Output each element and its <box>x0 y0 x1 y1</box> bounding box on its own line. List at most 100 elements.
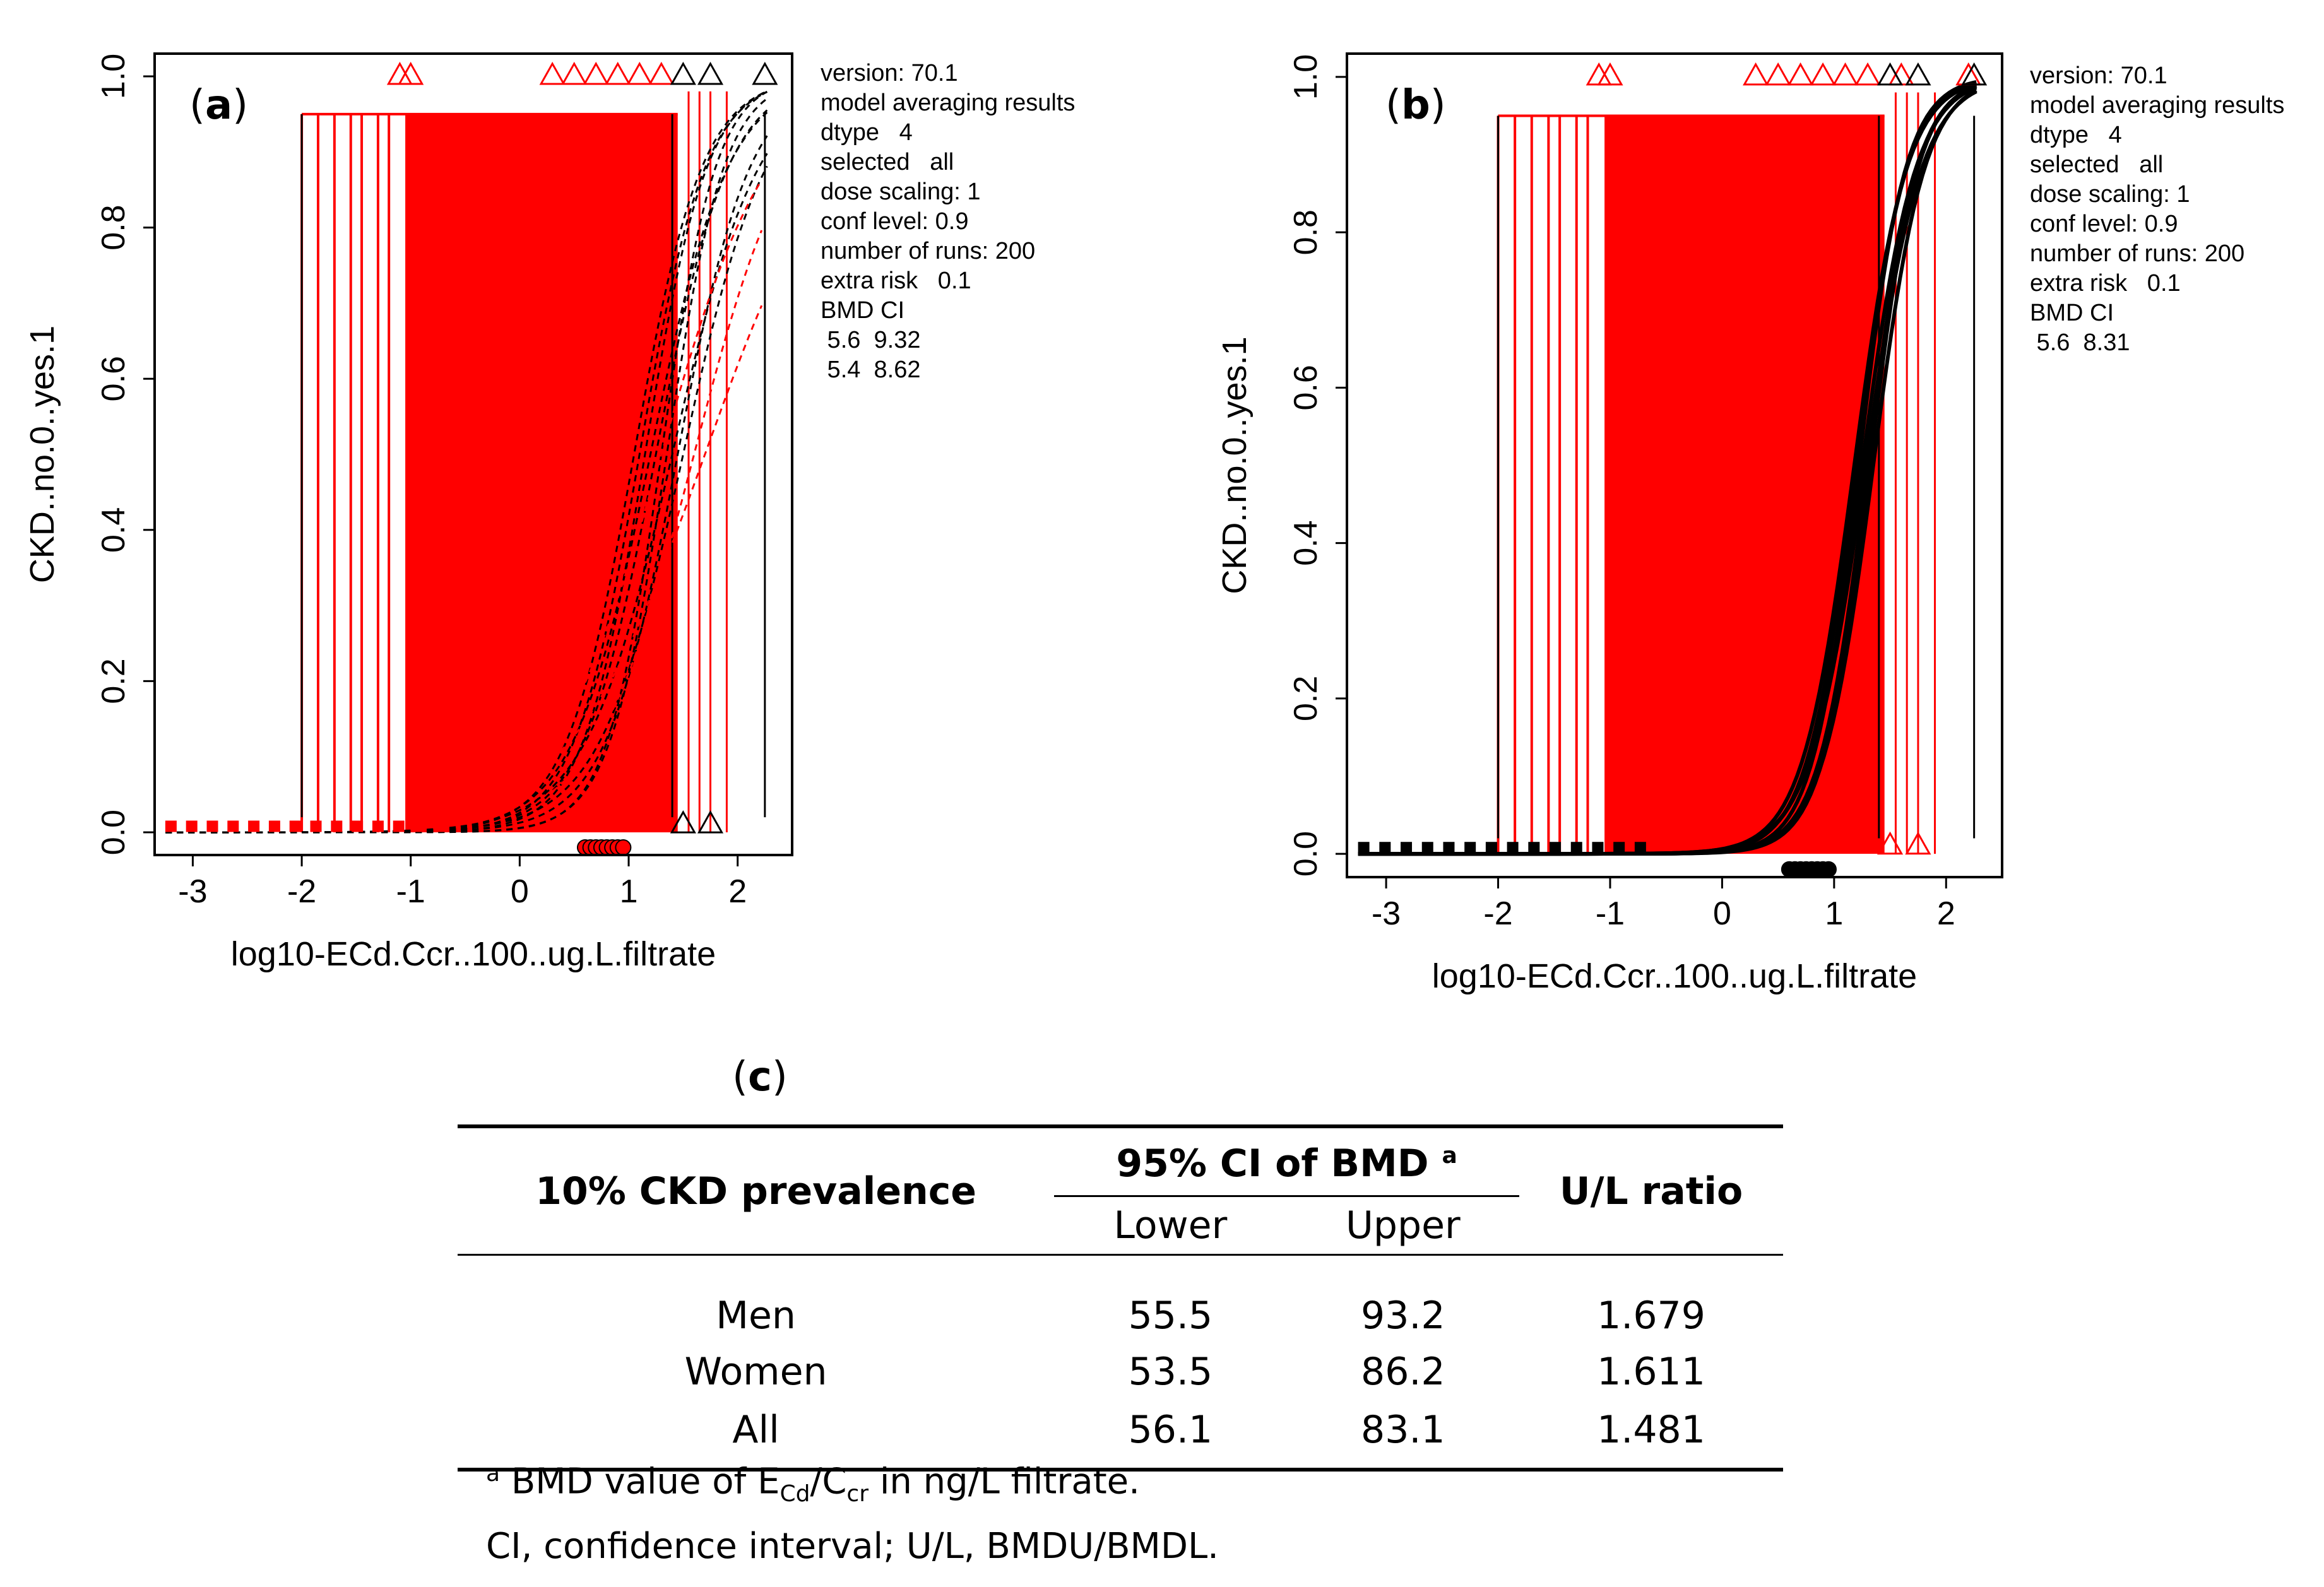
data-point <box>206 820 218 832</box>
top-marker <box>1586 62 1612 86</box>
y-tick-label: 1.0 <box>95 54 132 99</box>
legend-line: 5.6 9.32 <box>821 327 920 353</box>
plot-frame <box>153 52 793 856</box>
abbreviation-note: CI, confidence interval; U/L, BMDU/BMDL. <box>486 1526 1219 1567</box>
row-lower: 53.5 <box>1128 1350 1213 1394</box>
legend-line: dtype 4 <box>2030 122 2122 148</box>
dose-response-curve <box>165 90 768 834</box>
data-point <box>352 820 364 832</box>
table-row: Men 55.5 93.2 1.679 <box>458 1255 1783 1343</box>
x-tick-label: 1 <box>620 873 638 910</box>
top-marker <box>386 61 413 85</box>
legend-line: dose scaling: 1 <box>821 179 981 205</box>
legend-line: selected all <box>2030 151 2163 178</box>
data-point <box>1613 842 1625 854</box>
data-point <box>1820 861 1837 878</box>
top-marker <box>670 61 696 85</box>
row-group: Women <box>684 1350 827 1394</box>
row-lower: 55.5 <box>1128 1294 1213 1338</box>
top-marker <box>561 61 588 85</box>
top-marker <box>697 61 724 85</box>
row-ratio: 1.481 <box>1597 1408 1705 1452</box>
data-point <box>413 820 425 832</box>
plot-area <box>165 61 778 856</box>
x-tick-label: 2 <box>728 873 747 910</box>
top-marker <box>1961 62 1988 86</box>
legend-line: BMD CI <box>821 297 904 324</box>
bmd-table: 10% CKD prevalence 95% CI of BMD a U/L r… <box>458 1124 1783 1472</box>
data-point <box>1401 842 1413 854</box>
data-point <box>393 820 405 832</box>
data-points <box>165 61 778 856</box>
top-marker <box>1905 62 1931 86</box>
top-marker <box>398 61 424 85</box>
data-point <box>310 820 322 832</box>
dose-response-curve <box>551 179 762 743</box>
y-tick-label: 0.6 <box>1288 365 1324 410</box>
bottom-marker <box>670 810 696 834</box>
y-tick-label: 0.6 <box>95 356 132 401</box>
data-point <box>372 820 384 832</box>
x-tick-label: -2 <box>287 873 316 910</box>
y-tick-label: 0.0 <box>1288 831 1324 876</box>
top-marker <box>1854 62 1881 86</box>
x-tick-label: -2 <box>1483 895 1512 932</box>
data-point <box>1421 842 1433 854</box>
data-point <box>1379 842 1391 854</box>
ratio-header: U/L ratio <box>1519 1126 1783 1256</box>
row-lower: 56.1 <box>1128 1408 1213 1452</box>
legend-line: extra risk 0.1 <box>821 268 971 294</box>
data-point <box>1570 842 1582 854</box>
x-axis-label: log10-ECd.Ccr..100..ug.L.filtrate <box>231 935 716 973</box>
legend-line: conf level: 0.9 <box>821 208 968 235</box>
data-point <box>1464 842 1476 854</box>
table-row: All 56.1 83.1 1.481 <box>458 1401 1783 1470</box>
legend: version: 70.1 model averaging results dtyp… <box>821 60 1075 383</box>
dose-response-curve <box>552 230 763 793</box>
chart-b: -3 -2 -1 0 1 2 0.0 0.2 0.4 0.6 0.8 1.0 log10-ECd.Ccr… <box>1216 52 2284 995</box>
legend-line: model averaging results <box>821 90 1075 116</box>
legend-line: 5.6 8.31 <box>2030 329 2130 356</box>
dose-response-curve <box>165 135 768 834</box>
group-header: 95% CI of BMD a <box>1054 1126 1520 1197</box>
chart-a: -3 -2 -1 0 1 2 0.0 0.2 0.4 0.6 0.8 1.0 log10-ECd.Ccr… <box>23 52 1075 973</box>
data-point <box>1358 842 1370 854</box>
top-marker <box>1810 62 1836 86</box>
data-point <box>186 820 198 832</box>
bottom-marker <box>697 810 724 834</box>
y-tick-label: 1.0 <box>1288 54 1324 100</box>
y-tick-label: 0.8 <box>95 204 132 250</box>
dose-response-curves <box>1358 80 1977 856</box>
legend-line: dose scaling: 1 <box>2030 181 2190 208</box>
upper-header: Upper <box>1286 1196 1520 1256</box>
top-marker <box>1832 62 1859 86</box>
x-tick-label: -3 <box>1372 895 1401 932</box>
x-axis-label: log10-ECd.Ccr..100..ug.L.filtrate <box>1432 957 1917 995</box>
top-marker <box>752 61 778 85</box>
legend-line: selected all <box>821 149 954 175</box>
y-tick-label: 0.4 <box>1288 520 1324 565</box>
legend: version: 70.1 model averaging results dtyp… <box>2030 62 2284 356</box>
data-point <box>268 820 280 832</box>
data-point <box>1507 842 1519 854</box>
panel-label-b: (b) <box>1385 82 1446 129</box>
dose-response-curve <box>165 90 768 834</box>
y-tick-label: 0.8 <box>1288 209 1324 255</box>
top-marker <box>539 61 566 85</box>
table-caption: (c) <box>732 1054 788 1100</box>
dose-response-curves <box>165 90 768 834</box>
row-upper: 93.2 <box>1361 1294 1445 1338</box>
bottom-marker <box>1876 831 1904 855</box>
x-tick-label: -3 <box>178 873 207 910</box>
row-group: Men <box>716 1294 796 1338</box>
legend-line: BMD CI <box>2030 300 2114 326</box>
panel-label-a: (a) <box>189 82 249 129</box>
top-marker <box>626 61 653 85</box>
data-point <box>289 820 301 832</box>
x-tick-label: -1 <box>396 873 425 910</box>
data-point <box>1634 842 1646 854</box>
y-axis-label: CKD..no.0..yes.1 <box>23 326 61 583</box>
legend-line: number of runs: 200 <box>821 238 1035 264</box>
plot-area <box>1358 62 1988 878</box>
